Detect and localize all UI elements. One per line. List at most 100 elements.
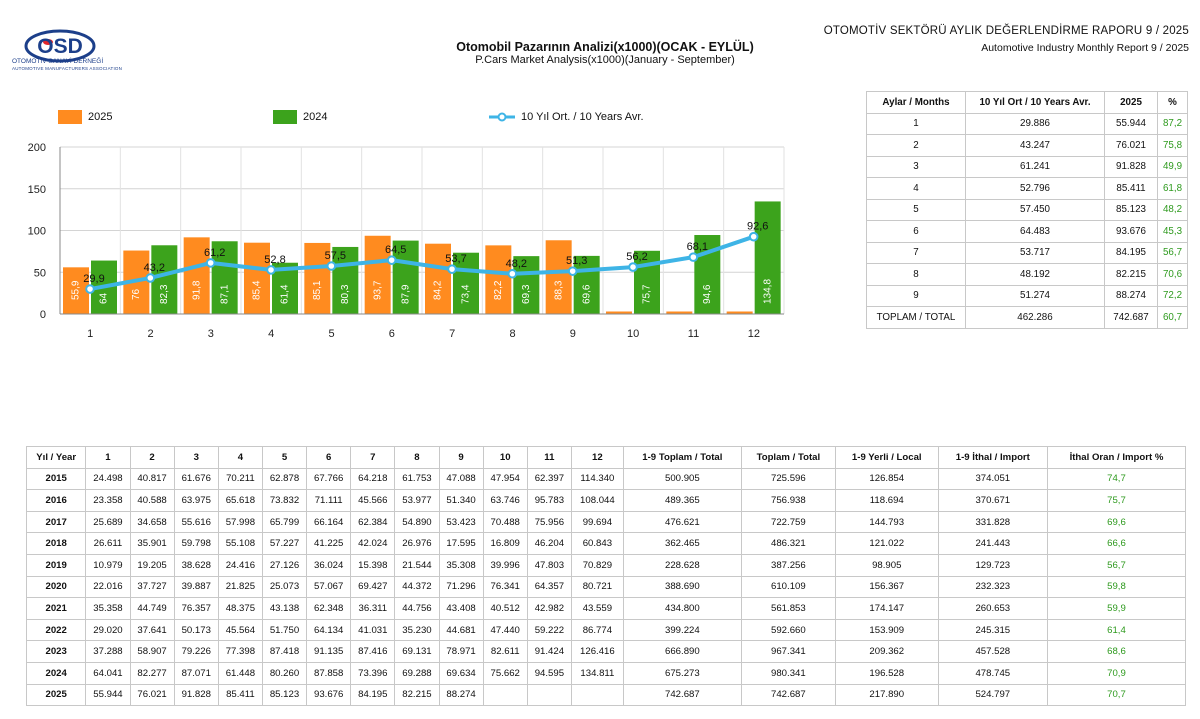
years-cell: 63.975 xyxy=(173,489,219,512)
years-cell xyxy=(526,683,572,707)
years-cell: 37.727 xyxy=(129,575,175,599)
osd-logo: OSD xyxy=(24,29,96,63)
years-cell: 35.230 xyxy=(394,618,440,642)
years-cell: 91.424 xyxy=(526,640,572,663)
years-cell: 476.621 xyxy=(622,510,742,534)
x-tick-label-7: 7 xyxy=(449,328,455,340)
months-cell: 88.274 xyxy=(1104,284,1158,307)
month-percent-cell: 48,2 xyxy=(1157,198,1188,221)
bar-label-2024-2: 82,3 xyxy=(159,284,170,304)
year-cell: 2017 xyxy=(25,510,87,534)
years-cell: 524.797 xyxy=(937,683,1048,707)
years-cell: 121.022 xyxy=(834,532,939,555)
legend-swatch-2025 xyxy=(58,110,82,124)
years-cell: 15.398 xyxy=(350,553,396,577)
months-cell: TOPLAM / TOTAL xyxy=(866,306,966,329)
y-tick-label-1: 50 xyxy=(34,267,46,279)
x-tick-label-11: 11 xyxy=(688,328,699,340)
years-cell: 114.340 xyxy=(570,467,624,491)
years-header-cell: 11 xyxy=(526,446,572,469)
years-cell: 62.384 xyxy=(350,510,396,534)
bar-label-2025-8: 82,2 xyxy=(493,280,504,300)
months-table-row: 1 29.886 55.944 87,2 xyxy=(866,112,1188,135)
years-cell: 84.195 xyxy=(350,683,396,707)
avg-label-8: 48,2 xyxy=(506,258,527,270)
years-cell: 42.024 xyxy=(350,532,396,555)
bar-2024-3 xyxy=(211,241,238,314)
bar-label-2025-3: 91,8 xyxy=(191,280,202,300)
years-table: Yıl / Year 1 2 3 4 5 6 7 8 9 10 11 12 1-9 Toplam / To… xyxy=(25,446,1187,707)
bar-label-2025-4: 85,4 xyxy=(252,280,263,300)
year-cell: 2025 xyxy=(25,683,87,707)
years-cell xyxy=(482,683,528,707)
legend-label-2024: 2024 xyxy=(303,111,328,123)
bar-label-2025-6: 93,7 xyxy=(372,280,383,300)
years-cell: 78.971 xyxy=(438,640,484,663)
months-table-row: TOPLAM / TOTAL 462.286 742.687 60,7 xyxy=(866,306,1188,329)
years-header-cell: Toplam / Total xyxy=(740,446,836,469)
years-cell: 70.829 xyxy=(570,553,624,577)
bar-2025-11 xyxy=(666,311,693,314)
x-tick-label-4: 4 xyxy=(268,328,274,340)
years-cell: 38.628 xyxy=(173,553,219,577)
years-table-row: 2017 25.689 34.658 55.616 57.998 65.799 66.164… xyxy=(25,510,1187,534)
years-cell: 80.721 xyxy=(570,575,624,599)
months-table-row: 4 52.796 85.411 61,8 xyxy=(866,177,1188,200)
years-cell: 241.443 xyxy=(937,532,1048,555)
years-cell: 76.341 xyxy=(482,575,528,599)
years-cell: 79.226 xyxy=(173,640,219,663)
avg-label-11: 68,1 xyxy=(687,241,708,253)
years-cell: 69.131 xyxy=(394,640,440,663)
years-cell: 40.512 xyxy=(482,597,528,620)
bar-label-2024-3: 87,1 xyxy=(219,284,230,304)
bar-label-2025-9: 88,3 xyxy=(553,280,564,300)
months-cell: 57.450 xyxy=(965,198,1105,221)
years-cell: 108.044 xyxy=(570,489,624,512)
years-cell: 98.905 xyxy=(834,553,939,577)
years-cell: 39.887 xyxy=(173,575,219,599)
years-cell: 64.357 xyxy=(526,575,572,599)
legend-swatch-avg xyxy=(489,112,515,122)
bar-label-2024-11: 94,6 xyxy=(702,284,713,304)
bar-2024-7 xyxy=(453,252,479,314)
logo-text: OTOMOTİV SANAYİ DERNEĞİ xyxy=(12,58,104,65)
years-cell: 64.134 xyxy=(306,618,352,642)
avg-point-10 xyxy=(628,262,638,272)
import-percent-cell: 61,4 xyxy=(1046,618,1187,642)
years-cell: 126.854 xyxy=(834,467,939,491)
years-header-cell: 1-9 İthal / Import xyxy=(937,446,1048,469)
years-cell: 50.173 xyxy=(173,618,219,642)
years-table-row: 2018 26.611 35.901 59.798 55.108 57.227 41.225… xyxy=(25,532,1187,555)
years-cell: 22.016 xyxy=(85,575,131,599)
bar-2024-5 xyxy=(332,246,359,314)
year-cell: 2016 xyxy=(25,489,87,512)
years-cell: 94.595 xyxy=(526,661,572,685)
avg-label-1: 29,9 xyxy=(83,273,104,285)
bar-2024-6 xyxy=(392,240,419,314)
year-cell: 2018 xyxy=(25,532,87,555)
years-cell: 85.411 xyxy=(217,683,263,707)
bar-2025-1 xyxy=(63,267,89,314)
years-cell: 980.341 xyxy=(740,661,836,685)
years-cell: 134.811 xyxy=(570,661,624,685)
years-cell: 36.024 xyxy=(306,553,352,577)
years-cell: 55.616 xyxy=(173,510,219,534)
years-cell: 362.465 xyxy=(622,532,742,555)
avg-label-3: 61,2 xyxy=(204,247,225,259)
years-cell: 87.418 xyxy=(261,640,308,663)
years-cell: 478.745 xyxy=(937,661,1048,685)
months-header-cell: 2025 xyxy=(1104,91,1158,114)
years-cell: 69.634 xyxy=(438,661,484,685)
avg-point-5 xyxy=(326,261,337,271)
years-cell: 86.774 xyxy=(570,618,624,642)
import-percent-cell: 74,7 xyxy=(1046,467,1187,491)
years-cell: 592.660 xyxy=(740,618,836,642)
years-cell: 196.528 xyxy=(834,661,939,685)
avg-label-2: 43,2 xyxy=(144,262,165,274)
years-cell: 35.308 xyxy=(438,553,484,577)
years-cell: 24.498 xyxy=(85,467,131,491)
years-cell: 57.227 xyxy=(261,532,308,555)
months-cell: 84.195 xyxy=(1104,241,1158,264)
years-cell: 19.205 xyxy=(129,553,175,577)
years-cell: 46.204 xyxy=(526,532,572,555)
